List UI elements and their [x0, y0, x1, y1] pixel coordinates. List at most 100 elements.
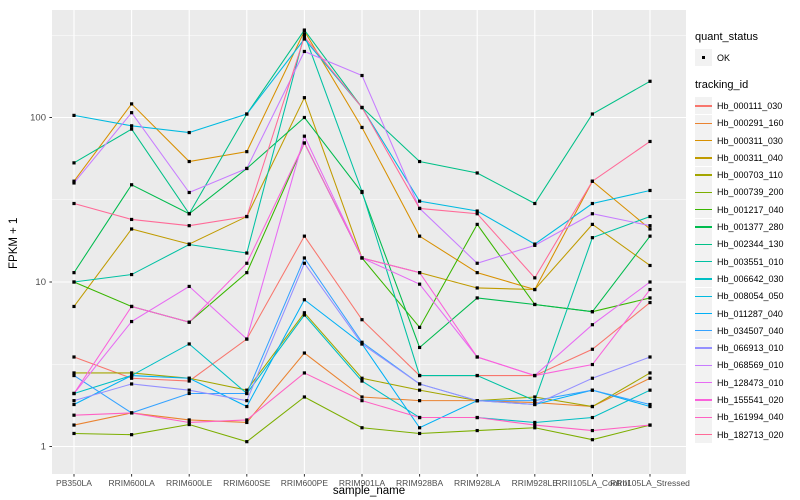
- data-point: [590, 376, 594, 380]
- data-point: [533, 420, 537, 425]
- legend-key: [695, 270, 712, 288]
- data-point: [130, 124, 134, 128]
- data-point: [533, 399, 537, 403]
- series-points-Hb_155541_020: [72, 141, 652, 396]
- data-point: [533, 426, 537, 430]
- data-point: [72, 280, 76, 284]
- data-point: [187, 284, 191, 289]
- legend-item: Hb_006642_030: [695, 270, 799, 288]
- data-point: [590, 112, 594, 116]
- data-point: [72, 373, 76, 378]
- data-point: [187, 212, 191, 216]
- data-point: [245, 404, 249, 409]
- data-point: [648, 287, 652, 292]
- data-point: [302, 234, 306, 238]
- data-point: [187, 391, 191, 396]
- data-point: [302, 28, 306, 32]
- data-point: [187, 420, 191, 425]
- legend-item: Hb_003551_010: [695, 253, 799, 271]
- legend-item: Hb_000311_030: [695, 132, 799, 150]
- series-color-line-icon: [695, 295, 712, 297]
- legend-item-label: Hb_011287_040: [717, 308, 783, 319]
- legend-item-label: Hb_155541_020: [717, 394, 784, 405]
- data-point: [302, 351, 306, 355]
- legend-key: [695, 166, 712, 184]
- legend-key: [695, 149, 712, 167]
- data-point: [245, 251, 249, 255]
- x-tick-label: RRII105LA_Stressed: [610, 478, 690, 488]
- data-point: [360, 105, 364, 110]
- x-tick-label: RRIM928LA: [454, 478, 501, 488]
- data-point: [360, 426, 364, 430]
- data-point: [590, 347, 594, 351]
- legend-item: Hb_000703_110: [695, 166, 799, 184]
- data-point: [187, 224, 191, 228]
- data-point: [360, 189, 364, 194]
- legend-key: [695, 339, 712, 357]
- legend-key: [695, 114, 712, 132]
- legend-key: [695, 408, 712, 426]
- data-point: [648, 139, 652, 144]
- data-point: [302, 32, 306, 37]
- x-tick-label: RRIM600PE: [281, 478, 329, 488]
- data-point: [590, 362, 594, 367]
- series-color-line-icon: [695, 433, 712, 436]
- data-point: [590, 404, 594, 409]
- data-point: [533, 400, 537, 405]
- data-point: [590, 428, 594, 433]
- data-point: [590, 310, 594, 314]
- data-point: [72, 355, 76, 359]
- data-point: [475, 415, 479, 420]
- data-point: [648, 404, 652, 409]
- x-tick-label: RRIM928LE: [512, 478, 559, 488]
- legend-item: Hb_008054_050: [695, 287, 799, 305]
- data-point: [245, 388, 249, 392]
- y-tick-label: 1: [41, 442, 46, 453]
- data-point: [475, 261, 479, 265]
- data-point: [130, 272, 134, 277]
- data-point: [648, 371, 652, 375]
- legend-item: Hb_128473_010: [695, 374, 799, 392]
- data-point: [302, 256, 306, 260]
- data-point: [245, 399, 249, 403]
- data-point: [187, 418, 191, 422]
- data-point: [360, 256, 364, 260]
- legend-item-label: Hb_000291_160: [717, 118, 784, 129]
- data-point: [648, 280, 652, 284]
- data-point: [72, 179, 76, 183]
- series-color-line-icon: [695, 157, 712, 159]
- data-point: [72, 402, 76, 407]
- legend-key: [695, 183, 712, 201]
- data-point: [130, 373, 134, 378]
- legend-key: [695, 218, 712, 236]
- data-point: [418, 373, 422, 378]
- data-point: [187, 130, 191, 135]
- data-point: [533, 243, 537, 247]
- data-point: [360, 399, 364, 403]
- legend-item-label: Hb_006642_030: [717, 273, 784, 284]
- data-point: [302, 298, 306, 302]
- data-point: [245, 391, 249, 396]
- data-point: [533, 423, 537, 427]
- data-point: [72, 371, 76, 375]
- legend-key: [695, 374, 712, 392]
- data-point: [418, 159, 422, 164]
- legend-item-label: Hb_161994_040: [717, 412, 784, 423]
- data-point: [533, 402, 537, 407]
- legend-item-label: OK: [717, 52, 731, 63]
- data-point: [475, 296, 479, 300]
- legend-item: Hb_011287_040: [695, 305, 799, 322]
- data-point: [130, 376, 134, 380]
- data-point: [130, 111, 134, 115]
- legend-item-label: Hb_128473_010: [717, 377, 784, 388]
- data-point: [590, 415, 594, 420]
- data-point: [590, 179, 594, 183]
- data-point: [302, 141, 306, 145]
- data-point: [245, 440, 249, 444]
- data-point: [475, 271, 479, 275]
- legend-title-quant-status: quant_status: [695, 31, 758, 43]
- x-tick-label: RRIM901LA: [339, 478, 386, 488]
- data-point: [475, 355, 479, 359]
- legend-item: Hb_182713_020: [695, 426, 799, 444]
